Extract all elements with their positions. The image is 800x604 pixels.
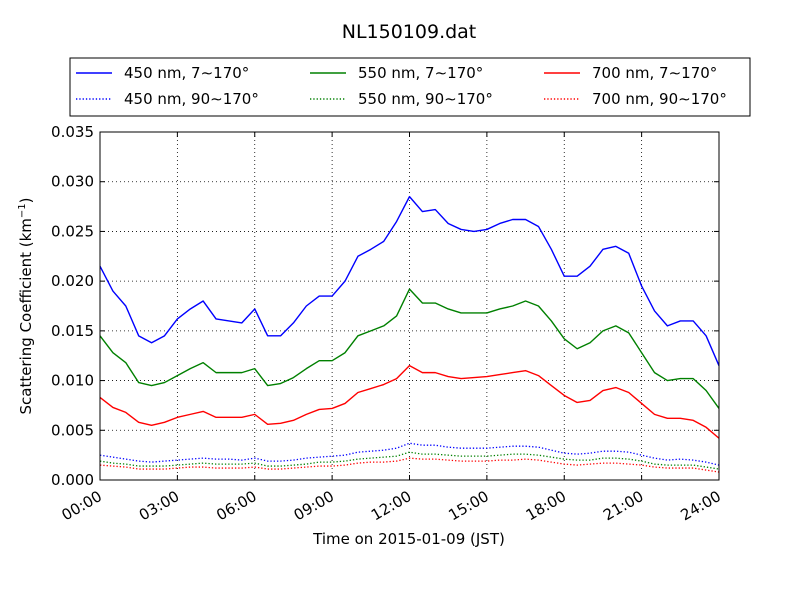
series-line: [99, 364, 720, 439]
legend: 450 nm, 7∼170° 550 nm, 7∼170° 700 nm, 7∼17…: [69, 57, 751, 117]
x-tick-label: 24:00: [678, 487, 724, 524]
grid: [100, 132, 719, 480]
x-tick-label: 21:00: [600, 487, 646, 524]
series-line: [99, 288, 720, 409]
y-tick-label: 0.015: [51, 322, 94, 340]
y-tick-label: 0.020: [51, 272, 94, 290]
y-axis-label-main: Scattering Coefficient (km: [17, 218, 35, 414]
y-tick-label: 0.000: [51, 471, 94, 489]
y-tick-label: 0.035: [51, 123, 94, 141]
x-axis-label: Time on 2015-01-09 (JST): [312, 530, 505, 548]
legend-label: 450 nm, 90∼170°: [124, 90, 259, 108]
legend-frame: [69, 57, 751, 117]
y-tick-label: 0.010: [51, 372, 94, 390]
y-tick-label: 0.025: [51, 222, 94, 240]
legend-label: 450 nm, 7∼170°: [124, 64, 249, 82]
series-line: [99, 451, 720, 470]
y-axis-label-unit-exponent: −1: [17, 203, 28, 218]
series-line: [99, 457, 720, 473]
plot-area: [99, 195, 720, 473]
chart-title: NL150109.dat: [342, 21, 477, 43]
legend-label: 700 nm, 7∼170°: [592, 64, 717, 82]
legend-label: 550 nm, 7∼170°: [358, 64, 483, 82]
y-axis-label: Scattering Coefficient (km−1): [17, 197, 35, 414]
y-tick-label: 0.030: [51, 173, 94, 191]
x-tick-label: 15:00: [445, 487, 491, 524]
series-line: [99, 195, 720, 366]
y-axis-label-close: ): [17, 197, 35, 203]
series-line: [99, 442, 720, 466]
legend-label: 700 nm, 90∼170°: [592, 90, 727, 108]
x-tick-label: 12:00: [368, 487, 414, 524]
x-tick-label: 09:00: [291, 487, 337, 524]
x-tick-label: 03:00: [136, 487, 182, 524]
legend-label: 550 nm, 90∼170°: [358, 90, 493, 108]
x-tick-label: 06:00: [213, 487, 259, 524]
y-axis: 0.000 0.005 0.010 0.015 0.020 0.025 0.030 0.035: [51, 123, 719, 489]
y-tick-label: 0.005: [51, 421, 94, 439]
x-tick-label: 18:00: [523, 487, 569, 524]
x-tick-label: 00:00: [59, 487, 105, 524]
x-axis: 00:00 03:00 06:00 09:00 12:00 15:00 18:00 21:00…: [59, 132, 724, 524]
